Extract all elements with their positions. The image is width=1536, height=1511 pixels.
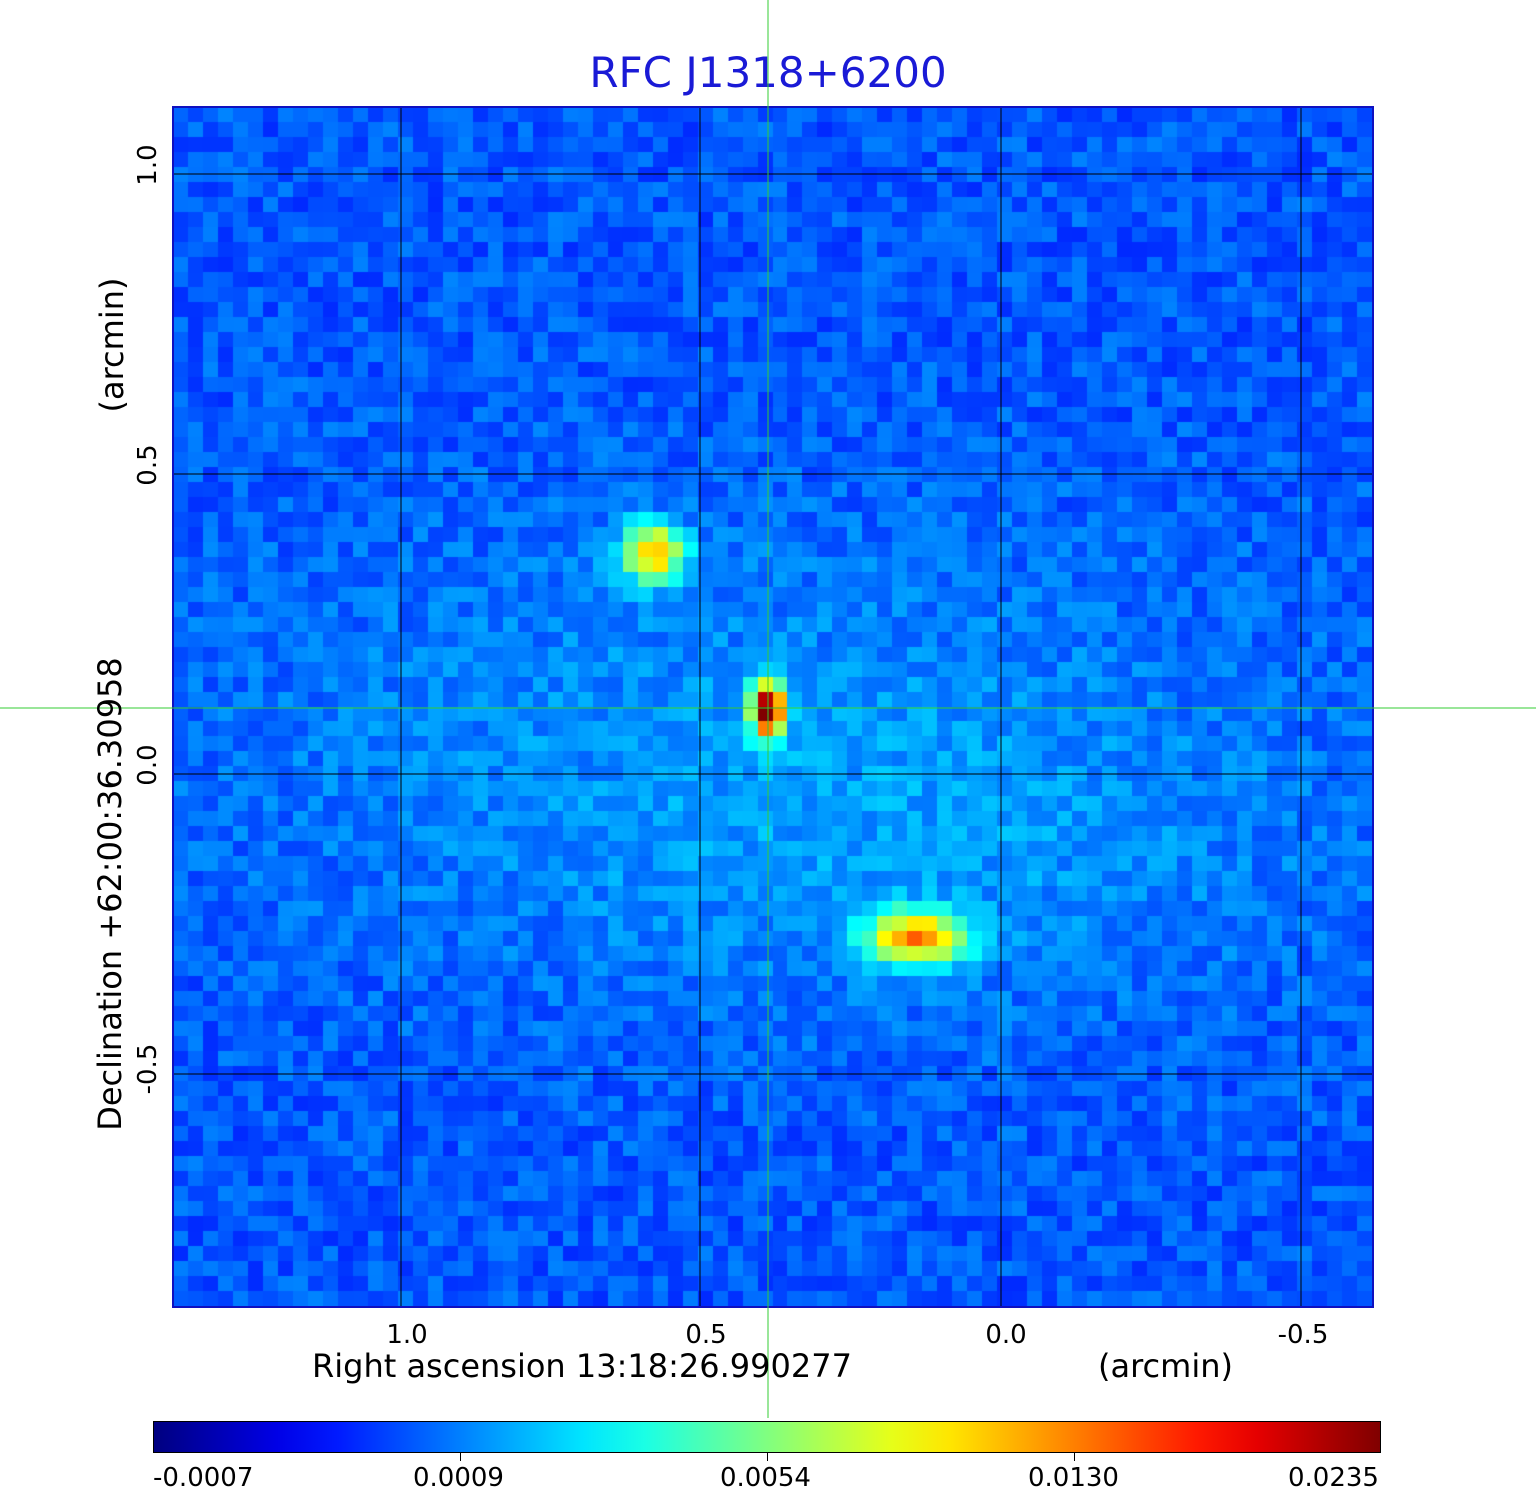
y-tick-label: 0.0 — [133, 744, 163, 786]
colorbar-tick-mark — [1074, 1453, 1075, 1461]
colorbar-tick-label: 0.0130 — [1028, 1463, 1119, 1493]
plot-title: RFC J1318+6200 — [589, 48, 947, 97]
radio-image-canvas — [174, 108, 1372, 1306]
y-tick-label: -0.5 — [133, 1043, 163, 1095]
x-axis-label: Right ascension 13:18:26.990277 — [312, 1347, 852, 1385]
coordinate-grid — [174, 108, 1372, 1306]
colorbar-tick-label: 0.0009 — [413, 1463, 504, 1493]
image-map[interactable] — [172, 106, 1374, 1308]
colorbar — [153, 1421, 1381, 1453]
colorbar-tick-mark — [767, 1453, 768, 1461]
y-axis-unit: (arcmin) — [93, 277, 131, 413]
colorbar-tick-label: 0.0054 — [720, 1463, 811, 1493]
y-axis-label: Declination +62:00:36.30958 — [91, 657, 129, 1131]
x-tick-label: 1.0 — [386, 1320, 428, 1350]
y-tick-label: 0.5 — [133, 444, 163, 486]
x-tick-label: 0.5 — [685, 1320, 727, 1350]
colorbar-tick-label: 0.0235 — [1288, 1463, 1379, 1493]
colorbar-tick-mark — [460, 1453, 461, 1461]
x-axis-unit: (arcmin) — [1098, 1347, 1233, 1385]
x-tick-label: -0.5 — [1277, 1320, 1329, 1350]
x-tick-label: 0.0 — [985, 1320, 1027, 1350]
y-tick-label: 1.0 — [133, 144, 163, 186]
colorbar-tick-label: -0.0007 — [153, 1463, 254, 1493]
